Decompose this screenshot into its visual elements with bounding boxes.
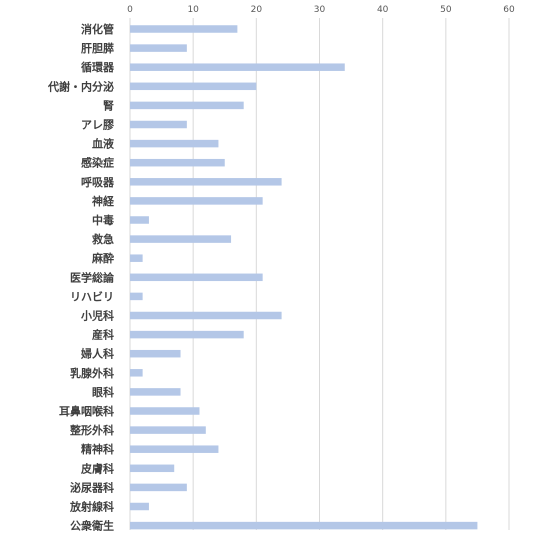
category-label: 呼吸器 <box>81 175 115 189</box>
category-label: 代謝・内分泌 <box>47 79 114 93</box>
category-label: 公衆衛生 <box>70 519 114 533</box>
x-tick-label: 50 <box>440 5 452 15</box>
bar <box>130 158 225 167</box>
category-label: 産科 <box>92 328 114 342</box>
category-label: 医学総論 <box>70 270 115 284</box>
bar <box>130 521 478 530</box>
category-label: 中毒 <box>92 213 114 227</box>
bars <box>130 25 478 530</box>
bar <box>130 369 143 377</box>
category-label: 感染症 <box>81 156 114 170</box>
x-tick-label: 40 <box>377 5 389 15</box>
bar <box>130 388 181 396</box>
bar <box>130 330 244 339</box>
bar <box>130 426 206 434</box>
category-label: 肝胆膵 <box>81 41 114 55</box>
x-tick-label: 0 <box>127 5 133 15</box>
category-label: 麻酔 <box>91 251 114 265</box>
bar <box>130 502 149 511</box>
category-label: 耳鼻咽喉科 <box>59 404 114 418</box>
bar <box>130 311 282 320</box>
category-label: 救急 <box>92 232 114 246</box>
category-label: 整形外科 <box>69 423 114 437</box>
bar <box>130 120 187 129</box>
bar <box>130 292 143 301</box>
category-label: 腎 <box>103 99 114 112</box>
category-label: 神経 <box>92 194 115 208</box>
bar <box>130 254 143 262</box>
bar <box>130 464 175 473</box>
x-tick-label: 30 <box>314 5 326 15</box>
category-label: 皮膚科 <box>80 461 114 475</box>
category-label: 眼科 <box>92 385 114 399</box>
bar <box>130 445 219 453</box>
category-label: 放射線科 <box>69 500 114 514</box>
bar <box>130 63 345 71</box>
bar <box>130 235 232 243</box>
x-tick-label: 60 <box>503 5 515 15</box>
category-label: 小児科 <box>80 309 114 323</box>
category-label: 泌尿器科 <box>70 480 114 494</box>
category-label: 乳腺外科 <box>70 366 114 380</box>
bar <box>130 216 149 224</box>
bar <box>130 139 219 148</box>
category-label: 血液 <box>92 137 115 151</box>
x-axis-tick-labels: 0 10 20 30 40 50 60 <box>127 5 515 15</box>
x-tick-label: 10 <box>187 5 199 15</box>
category-label: 婦人科 <box>80 347 114 361</box>
bar <box>130 349 181 358</box>
category-label: アレ膠 <box>81 119 114 132</box>
category-labels: 消化管肝胆膵循環器代謝・内分泌腎アレ膠血液感染症呼吸器神経中毒救急麻酔医学総論リ… <box>47 22 115 533</box>
bar <box>130 407 200 415</box>
bar <box>130 82 257 91</box>
category-label: 消化管 <box>81 22 114 36</box>
bar <box>130 197 263 205</box>
category-label: 精神科 <box>81 442 114 456</box>
bar <box>130 273 263 282</box>
bar <box>130 25 238 33</box>
category-label: リハビリ <box>70 289 114 303</box>
bar <box>130 483 187 492</box>
x-tick-label: 20 <box>251 5 263 15</box>
bar <box>130 178 282 186</box>
bar <box>130 101 244 110</box>
category-label: 循環器 <box>81 60 115 74</box>
bar <box>130 44 187 52</box>
